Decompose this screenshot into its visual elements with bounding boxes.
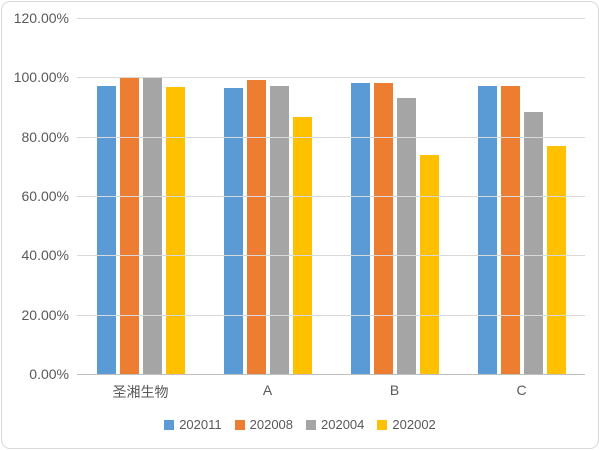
bar-group-3 — [331, 18, 458, 374]
bar-202008 — [373, 83, 393, 374]
plot-area — [77, 18, 585, 375]
gridline — [77, 77, 585, 79]
legend-swatch-icon — [377, 419, 388, 430]
gridline — [77, 136, 585, 138]
legend-label: 202008 — [249, 417, 294, 432]
legend-label: 202004 — [321, 417, 365, 432]
bar-202011 — [350, 83, 370, 374]
legend-swatch-icon — [164, 419, 175, 430]
bar-202004 — [142, 77, 162, 374]
bar-202008 — [119, 77, 139, 374]
bar-groups-container — [77, 18, 585, 374]
gridline — [77, 314, 585, 316]
bar-202004 — [523, 112, 543, 374]
bar-202002 — [419, 154, 439, 374]
legend: 202011 202008 202004 202002 — [2, 417, 598, 432]
legend-swatch-icon — [306, 419, 317, 430]
x-axis-label: B — [389, 382, 400, 398]
y-tick-label: 20.00% — [21, 307, 69, 323]
y-tick-label: 80.00% — [21, 129, 69, 145]
bar-202002 — [165, 86, 185, 374]
legend-item-202002: 202002 — [377, 417, 436, 432]
gridline — [77, 255, 585, 257]
gridline — [77, 18, 585, 19]
bar-202008 — [246, 80, 266, 374]
x-axis-label: 圣湘生物 — [112, 384, 169, 400]
legend-item-202008: 202008 — [234, 417, 294, 432]
bar-202004 — [396, 98, 416, 374]
bar-202011 — [477, 86, 497, 374]
bar-202008 — [500, 86, 520, 374]
y-tick-label: 120.00% — [13, 10, 69, 26]
bar-202011 — [96, 85, 116, 374]
bar-group-1 — [77, 18, 204, 374]
bar-group-2 — [204, 18, 331, 374]
legend-label: 202011 — [179, 417, 222, 432]
legend-item-202011: 202011 — [164, 417, 222, 432]
x-axis: 圣湘生物 A B C — [77, 382, 585, 402]
legend-swatch-icon — [234, 419, 245, 430]
y-axis: 0.00% 20.00% 40.00% 60.00% 80.00% 100.00% 120.… — [2, 2, 69, 448]
gridline — [77, 196, 585, 197]
bar-202011 — [223, 87, 243, 374]
y-tick-label: 60.00% — [21, 188, 69, 204]
y-tick-label: 0.00% — [29, 366, 69, 382]
x-axis-label: C — [516, 382, 527, 398]
bar-group-4 — [458, 18, 585, 374]
x-axis-label: A — [262, 382, 273, 398]
y-tick-label: 40.00% — [21, 247, 69, 263]
y-tick-label: 100.00% — [13, 69, 69, 85]
bar-202002 — [292, 117, 312, 374]
legend-item-202004: 202004 — [306, 417, 364, 432]
legend-label: 202002 — [392, 417, 436, 432]
bar-202002 — [546, 145, 566, 374]
bar-202004 — [269, 85, 289, 374]
